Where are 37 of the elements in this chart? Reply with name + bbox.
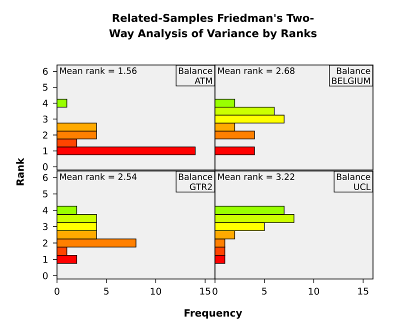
x-tick-label: 15 <box>358 288 368 295</box>
y-tick-label: 0 <box>42 163 48 170</box>
annotation: Balance <box>178 173 212 180</box>
y-tick-label: 3 <box>43 116 48 123</box>
annotation: Mean rank = 3.22 <box>218 173 294 180</box>
y-tick-label: 6 <box>43 174 48 182</box>
y-axis-title: Rank <box>16 158 24 186</box>
x-tick-label: 0 <box>212 288 218 295</box>
annotation: BELGIUM <box>332 77 370 84</box>
annotation: Balance <box>336 173 370 180</box>
y-tick-label: 2 <box>43 240 48 246</box>
annotation: GTR2 <box>190 184 212 190</box>
x-tick-label: 5 <box>104 288 109 295</box>
chart-title: Related-Samples Friedman's Two-Way Analysis of Variance by Ranks <box>109 14 317 40</box>
y-tick-label: 5 <box>43 84 48 91</box>
annotation: Mean rank = 2.68 <box>218 67 294 74</box>
y-tick-label: 4 <box>42 100 48 107</box>
annotation: ATM <box>194 78 212 84</box>
x-tick-label: 15 <box>200 288 210 295</box>
annotation: Mean rank = 2.54 <box>60 173 137 180</box>
y-tick-label: 5 <box>43 190 48 198</box>
y-tick-label: 3 <box>43 223 48 230</box>
y-tick-label: 1 <box>43 256 48 263</box>
x-tick-label: 0 <box>54 288 60 295</box>
x-tick-label: 10 <box>308 288 320 295</box>
annotation: Mean rank = 1.56 <box>60 67 137 74</box>
y-tick-label: 0 <box>42 272 48 280</box>
annotation: Balance <box>336 67 370 74</box>
annotation: Balance <box>178 67 212 74</box>
annotation: UCL <box>354 184 371 190</box>
x-tick-label: 5 <box>262 288 267 295</box>
x-tick-label: 10 <box>150 288 162 295</box>
y-tick-label: 1 <box>43 148 48 154</box>
x-axis-title: Frequency <box>184 309 242 319</box>
y-tick-label: 6 <box>43 68 48 75</box>
y-tick-label: 4 <box>42 206 48 214</box>
y-tick-label: 2 <box>43 132 48 138</box>
